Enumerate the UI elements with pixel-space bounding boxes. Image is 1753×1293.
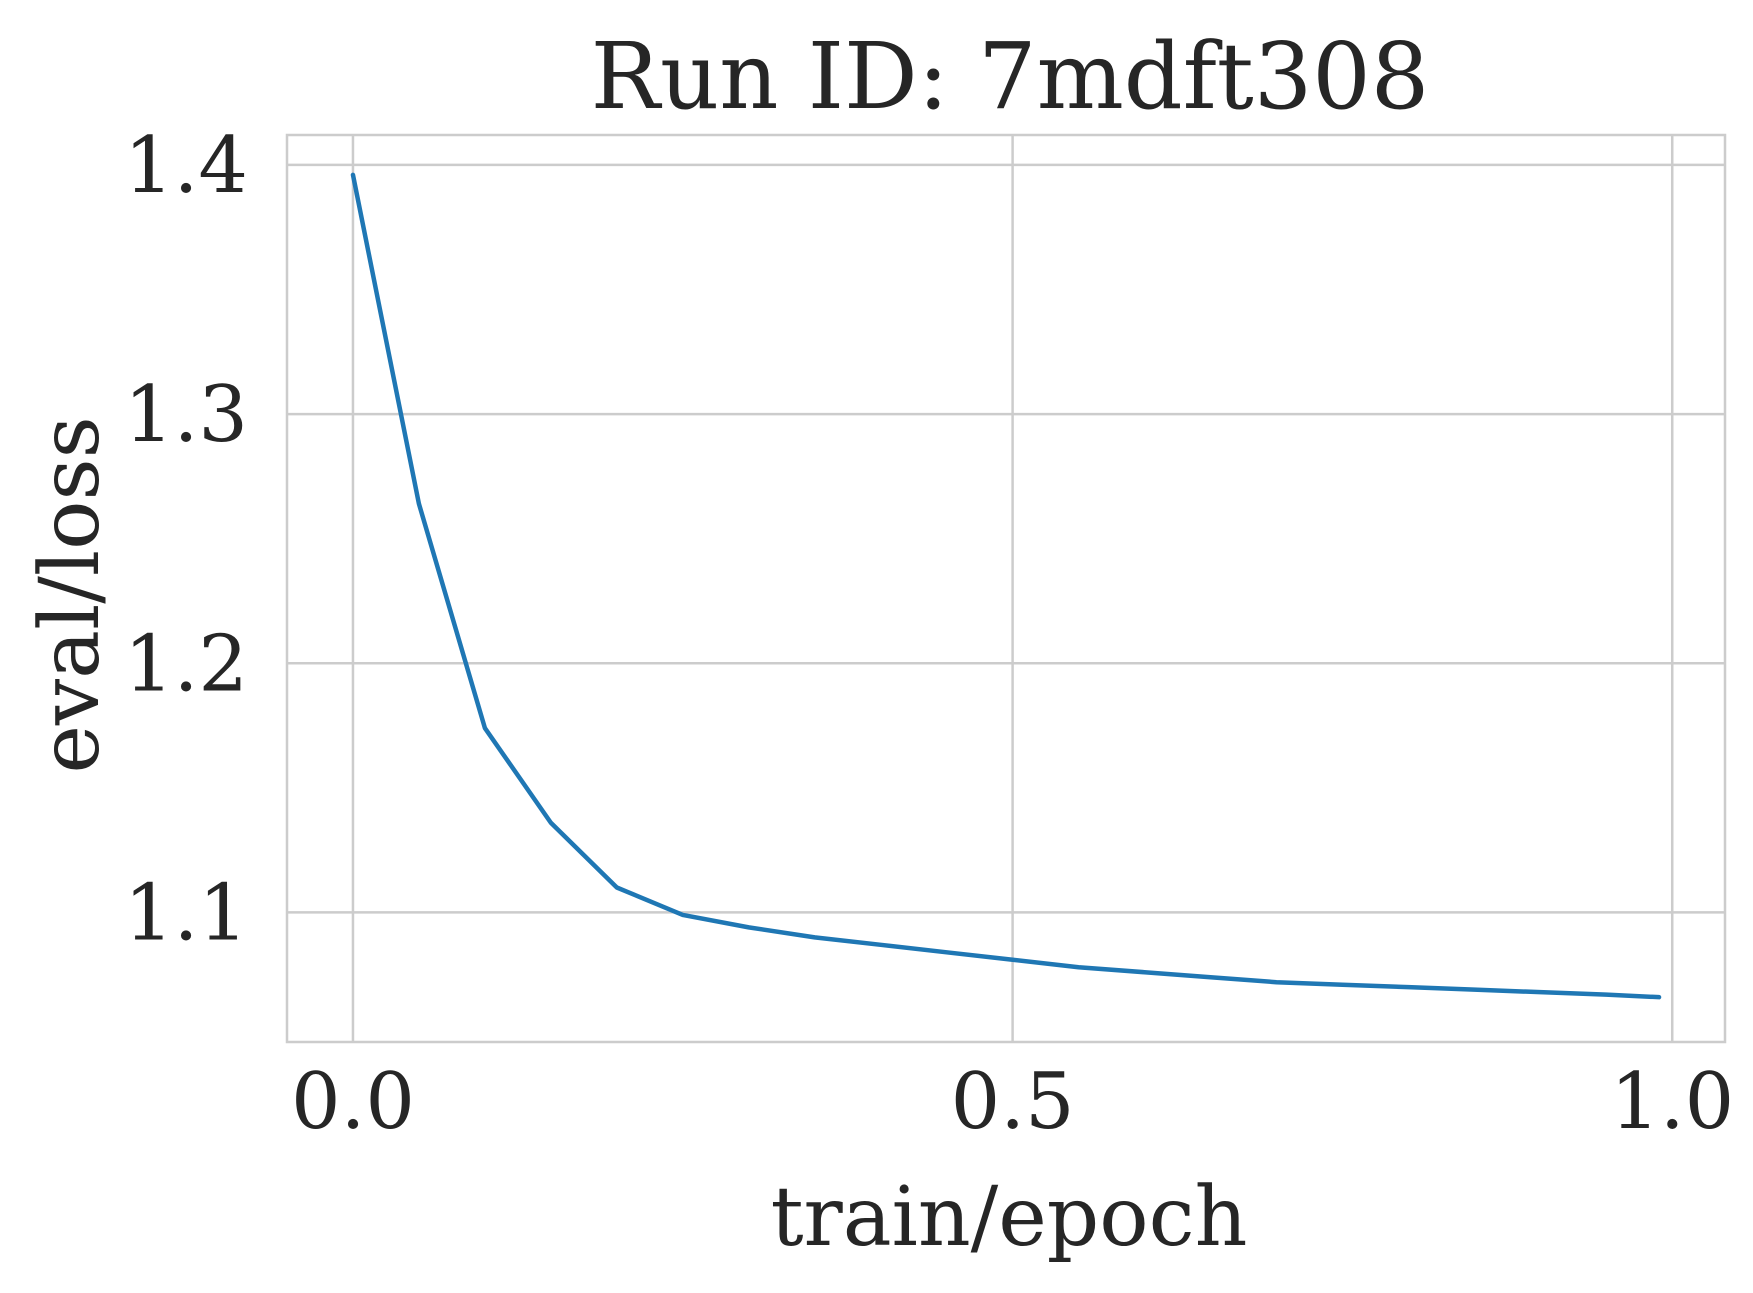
- x-tick-labels: 0.0 0.5 1.0: [291, 1057, 1734, 1147]
- x-tick-label: 0.0: [291, 1057, 415, 1147]
- grid-lines: [287, 135, 1725, 1042]
- series-lines: [350, 172, 1662, 1000]
- y-tick-label: 1.3: [124, 370, 248, 460]
- y-axis-label: eval/loss: [23, 416, 118, 773]
- y-tick-label: 1.4: [124, 121, 248, 211]
- x-tick-label: 0.5: [951, 1057, 1075, 1147]
- plot-frame: [285, 133, 1727, 1044]
- y-tick-label: 1.1: [124, 868, 248, 958]
- y-tick-label: 1.2: [124, 619, 248, 709]
- x-tick-label: 1.0: [1610, 1057, 1734, 1147]
- chart-title: Run ID: 7mdft308: [591, 23, 1430, 130]
- series-line-eval-loss: [350, 172, 1662, 1000]
- x-axis-label: train/epoch: [771, 1170, 1248, 1265]
- y-tick-labels: 1.1 1.2 1.3 1.4: [124, 121, 248, 959]
